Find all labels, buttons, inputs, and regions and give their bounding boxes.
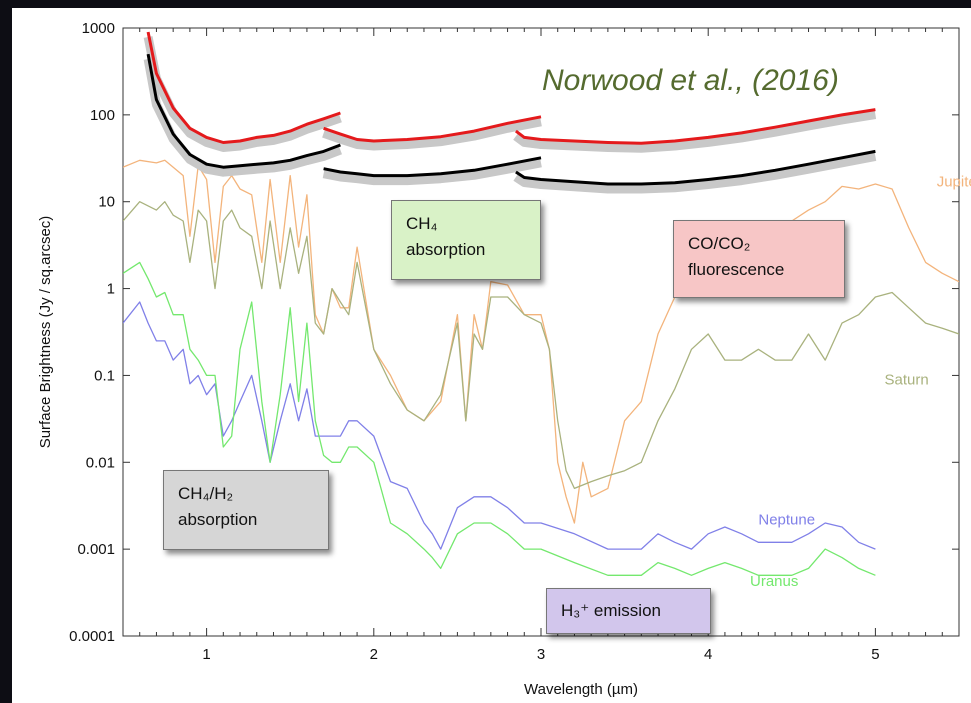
y-tick-label: 100 [90,107,115,124]
model-uncertainty-band [143,58,877,194]
annotation-ch4-h2-absorption: CH₄/H₂ absorption [163,470,329,550]
annotation-line: CH₄ [406,214,438,233]
model-uncertainty-band [143,36,877,153]
y-axis-title: Surface Brightness (Jy / sq.arcsec) [37,216,54,449]
saturn-line [123,201,959,490]
uranus-line [123,261,876,576]
x-axis-title: Wavelength (µm) [524,681,638,698]
y-tick-label: 0.1 [94,367,115,384]
annotation-line: CO/CO₂ [688,234,751,253]
x-tick-label: 4 [704,646,712,663]
series-group [123,31,959,576]
y-tick-label: 0.01 [86,454,115,471]
neptune-label: Neptune [758,511,815,528]
y-tick-label: 1 [107,281,115,298]
annotation-h3-emission: H₃⁺ emission [546,588,711,634]
x-tick-label: 2 [370,646,378,663]
y-tick-label: 1000 [82,20,115,37]
x-tick-label: 5 [871,646,879,663]
annotation-line: absorption [406,240,486,259]
y-tick-label: 0.001 [77,541,115,558]
lower-model-line [146,53,876,186]
uranus-label: Uranus [750,573,798,590]
y-tick-label: 10 [98,194,115,211]
chart-frame: 0.0001 0.001 0.01 0.1 1 10 100 1000 1 2 3 4 5 Wavelen… [12,8,971,703]
x-tick-label: 1 [202,646,210,663]
annotation-co-fluorescence: CO/CO₂ fluorescence [673,220,845,298]
y-tick-label: 0.0001 [69,628,115,645]
annotation-ch4-absorption: CH₄ absorption [391,200,541,280]
credit-label: Norwood et al., (2016) [542,64,839,97]
annotation-line: H₃⁺ emission [561,601,661,620]
annotation-line: fluorescence [688,260,785,279]
upper-model-line [146,31,876,145]
annotation-line: absorption [178,510,258,529]
annotation-line: CH₄/H₂ [178,484,234,503]
x-tick-label: 3 [537,646,545,663]
saturn-label: Saturn [885,371,929,388]
jupiter-label: Jupiter [937,174,971,191]
spectrum-chart: 0.0001 0.001 0.01 0.1 1 10 100 1000 1 2 3 4 5 Wavelen… [37,20,971,698]
neptune-line [123,301,876,550]
